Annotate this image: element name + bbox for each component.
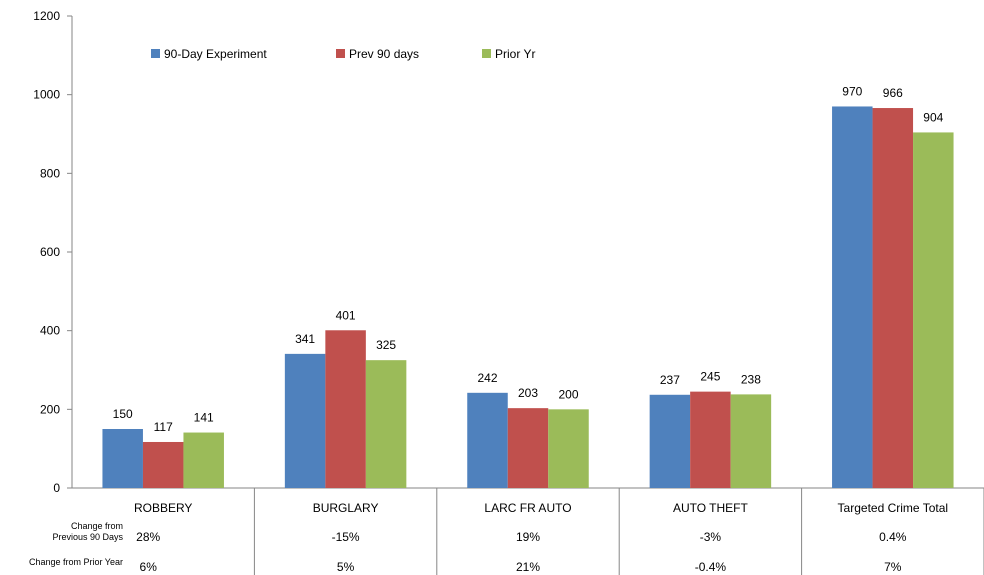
x-tick-label: AUTO THEFT <box>673 501 749 515</box>
table-cell: -15% <box>332 530 360 544</box>
data-label: 242 <box>477 371 497 385</box>
bar <box>102 429 143 488</box>
data-label: 141 <box>194 411 214 425</box>
y-tick-label: 800 <box>40 166 60 180</box>
table-cell: 19% <box>516 530 540 544</box>
y-tick-label: 1200 <box>33 9 60 23</box>
x-tick-label: BURGLARY <box>313 501 379 515</box>
legend-swatch <box>336 49 345 58</box>
bar <box>913 132 954 488</box>
table-row-header: Change from <box>71 521 123 531</box>
chart-data-labels: 150 341 242 237 970 117 401 203 245 966 141 325 200 2… <box>113 84 944 434</box>
table-cell: 21% <box>516 560 540 574</box>
bar <box>872 108 914 488</box>
y-tick-label: 200 <box>40 402 60 416</box>
table-cell: -3% <box>700 530 722 544</box>
bar <box>690 391 731 488</box>
data-label: 970 <box>842 84 862 98</box>
legend-entry: Prior Yr <box>495 47 535 61</box>
chart-axes: 0 200 400 600 800 1000 1200 ROBBERY BURGLARY LARC… <box>33 9 984 575</box>
table-cell: 28% <box>136 530 160 544</box>
table-cell: 7% <box>884 560 902 574</box>
data-label: 341 <box>295 332 315 346</box>
bar <box>325 330 366 488</box>
bar <box>284 353 326 488</box>
chart-bars <box>102 106 954 488</box>
data-label: 203 <box>518 386 538 400</box>
data-label: 237 <box>660 373 680 387</box>
x-tick-label: LARC FR AUTO <box>484 501 571 515</box>
bar <box>365 360 407 488</box>
data-label: 245 <box>700 370 720 384</box>
data-label: 117 <box>154 420 173 434</box>
data-label: 325 <box>376 338 396 352</box>
bar <box>832 106 873 488</box>
data-label: 200 <box>558 387 578 401</box>
data-label: 401 <box>336 308 356 322</box>
bar <box>183 432 224 488</box>
y-tick-label: 1000 <box>33 88 60 102</box>
table-cell: 0.4% <box>879 530 907 544</box>
table-cell: 5% <box>337 560 355 574</box>
legend-entry: 90-Day Experiment <box>164 47 267 61</box>
y-tick-label: 400 <box>40 324 60 338</box>
data-label: 150 <box>113 407 133 421</box>
x-tick-label: Targeted Crime Total <box>838 501 949 515</box>
table-row-header: Change from Prior Year <box>29 557 123 567</box>
bar <box>649 394 691 488</box>
legend-entry: Prev 90 days <box>349 47 419 61</box>
table-row-header: Previous 90 Days <box>52 532 123 542</box>
data-label: 966 <box>883 86 903 100</box>
bar <box>548 409 589 488</box>
table-cell: 6% <box>140 560 158 574</box>
bar <box>507 408 549 488</box>
data-label: 904 <box>923 110 943 124</box>
bar <box>467 392 508 488</box>
data-label: 238 <box>741 372 761 386</box>
bar <box>142 441 184 488</box>
legend-swatch <box>482 49 491 58</box>
x-tick-label: ROBBERY <box>134 501 192 515</box>
chart-legend: 90-Day Experiment Prev 90 days Prior Yr <box>151 47 535 61</box>
y-tick-label: 0 <box>53 481 60 495</box>
table-cell: -0.4% <box>695 560 727 574</box>
legend-swatch <box>151 49 160 58</box>
bar <box>730 394 772 488</box>
y-tick-label: 600 <box>40 245 60 259</box>
